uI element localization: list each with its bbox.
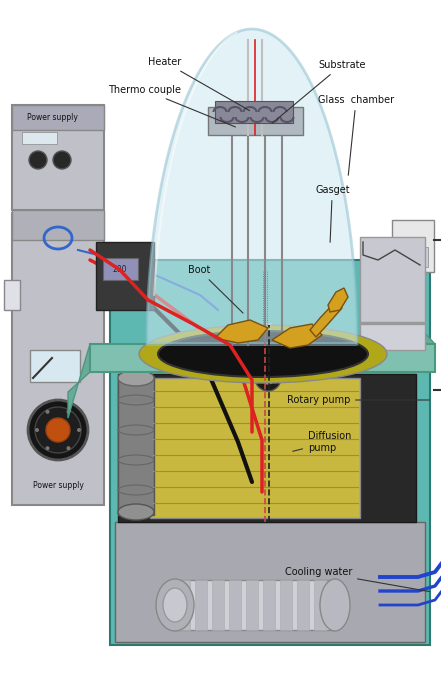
Text: Substrate: Substrate [272,60,366,123]
Ellipse shape [320,579,350,631]
Ellipse shape [156,579,194,631]
Circle shape [262,372,274,384]
Polygon shape [418,326,435,372]
Bar [360,324,425,350]
Circle shape [67,410,71,414]
Bar [175,580,335,630]
Bar [229,580,241,630]
Text: 200: 200 [113,265,127,274]
Bar [178,580,190,630]
Text: Gasget: Gasget [315,185,350,242]
Bar [12,105,104,210]
Polygon shape [215,320,268,343]
Circle shape [67,446,71,450]
Text: Power supply: Power supply [26,113,78,122]
Bar [280,580,292,630]
Bar [22,132,57,144]
Bar [96,242,154,310]
Text: Rotary pump: Rotary pump [287,395,429,405]
Circle shape [53,151,71,169]
Bar [150,378,360,518]
Bar [263,580,275,630]
Bar [12,210,104,240]
Polygon shape [272,324,322,348]
Circle shape [35,428,39,432]
Bar [246,580,258,630]
Bar [30,350,80,382]
Circle shape [35,407,81,453]
Bar [103,258,138,280]
Circle shape [45,410,49,414]
Bar [110,260,430,645]
Bar [115,522,425,642]
Circle shape [255,365,281,391]
Ellipse shape [139,325,387,383]
Ellipse shape [118,370,154,386]
Bar [360,237,425,322]
Bar [4,280,20,310]
Bar [208,107,303,135]
Text: Power supply: Power supply [33,480,83,489]
Bar [265,323,271,378]
Text: Heater: Heater [148,57,250,111]
Ellipse shape [118,504,154,520]
Polygon shape [328,288,348,312]
Bar [118,377,154,515]
Polygon shape [310,302,342,337]
Ellipse shape [163,588,187,622]
Text: Boot: Boot [188,265,243,313]
Circle shape [45,446,49,450]
Ellipse shape [158,331,368,377]
Bar [118,374,416,522]
Circle shape [77,428,81,432]
Text: Cooling water: Cooling water [284,567,429,592]
Bar [215,101,293,123]
Bar [12,213,104,505]
Text: Diffusion
pump: Diffusion pump [293,431,351,453]
Bar [414,247,428,267]
Bar [195,580,207,630]
Circle shape [46,418,70,442]
Circle shape [28,400,88,460]
Text: Glass  chamber: Glass chamber [318,95,394,175]
Bar [297,580,309,630]
Bar [396,247,410,267]
Bar [212,580,224,630]
Circle shape [29,151,47,169]
Text: Thermo couple: Thermo couple [108,85,235,127]
Bar [314,580,326,630]
Bar [392,220,434,272]
Polygon shape [147,29,357,344]
Bar [12,105,104,130]
Polygon shape [68,344,90,418]
Bar [90,344,435,372]
